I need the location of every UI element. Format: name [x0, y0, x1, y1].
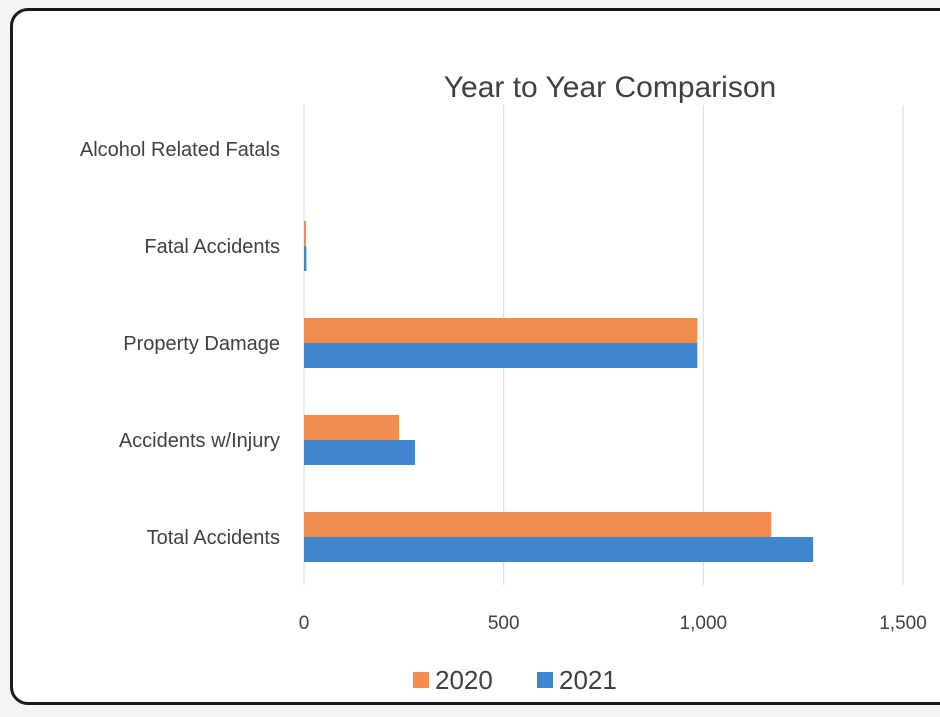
chart-title: Year to Year Comparison	[444, 71, 776, 104]
bar-2020-3	[304, 415, 400, 440]
bar-2021-4	[304, 537, 814, 562]
legend-label-2020: 2020	[435, 665, 493, 695]
category-label-4: Total Accidents	[147, 527, 280, 549]
bar-2020-1	[304, 221, 306, 246]
legend-swatch-2020	[413, 672, 429, 688]
legend-swatch-2021	[537, 672, 553, 688]
x-tick-label-2: 1,000	[680, 613, 728, 634]
category-labels: Alcohol Related Fatals Fatal Accidents Pro…	[80, 139, 280, 549]
legend-label-2021: 2021	[559, 665, 617, 695]
tick-labels: 0 500 1,000 1,500	[299, 613, 927, 634]
x-tick-label-1: 500	[488, 613, 520, 634]
bar-2020-2	[304, 318, 698, 343]
bar-2021-2	[304, 343, 698, 368]
bar-2021-1	[304, 246, 307, 271]
category-label-0: Alcohol Related Fatals	[80, 139, 280, 161]
category-label-2: Property Damage	[123, 333, 280, 355]
x-tick-label-0: 0	[299, 613, 310, 634]
x-tick-label-3: 1,500	[879, 613, 927, 634]
legend: 2020 2021	[413, 665, 617, 695]
bars	[304, 221, 814, 562]
category-label-3: Accidents w/Injury	[119, 430, 280, 452]
bar-2020-4	[304, 512, 772, 537]
bar-2021-3	[304, 440, 416, 465]
category-label-1: Fatal Accidents	[144, 236, 280, 258]
